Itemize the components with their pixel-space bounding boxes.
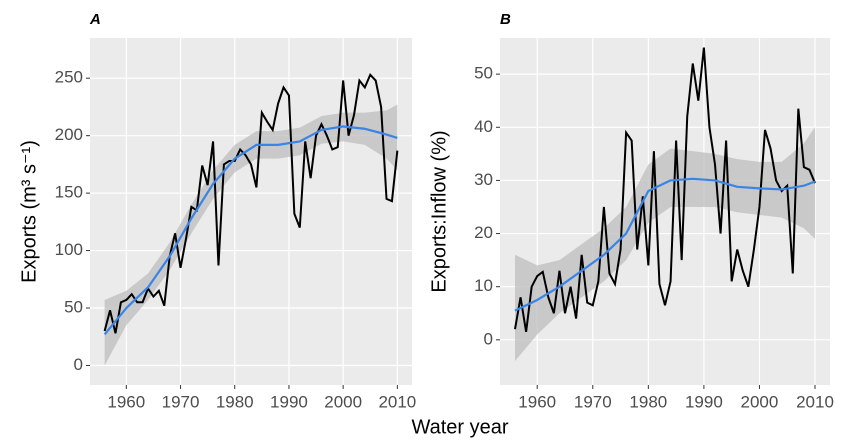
y-tick-label: 150	[55, 183, 83, 202]
x-tick-label: 1960	[518, 392, 556, 411]
y-tick-label: 100	[55, 240, 83, 259]
y-tick-label: 0	[74, 355, 83, 374]
x-tick-label: 1990	[685, 392, 723, 411]
x-tick-label: 2010	[796, 392, 834, 411]
x-axis-title: Water year	[411, 416, 508, 438]
plot-background	[90, 38, 412, 385]
x-tick-label: 1970	[162, 392, 200, 411]
y-tick-label: 50	[64, 298, 83, 317]
y-tick-label: 50	[474, 64, 493, 83]
y-tick-label: 20	[474, 223, 493, 242]
x-tick-label: 1980	[216, 392, 254, 411]
x-tick-label: 1970	[574, 392, 612, 411]
y-tick-label: 40	[474, 117, 493, 136]
x-tick-label: 1960	[107, 392, 145, 411]
y-axis-title: Exports:Inflow (%)	[428, 130, 450, 292]
smooth-line	[103, 125, 398, 336]
x-tick-label: 2000	[741, 392, 779, 411]
y-tick-label: 0	[484, 329, 493, 348]
x-tick-label: 2010	[378, 392, 416, 411]
data-line	[514, 47, 816, 333]
panel-title: B	[500, 11, 511, 28]
y-tick-label: 10	[474, 276, 493, 295]
x-tick-label: 1990	[270, 392, 308, 411]
panel-title: A	[89, 11, 101, 28]
confidence-band	[515, 127, 815, 362]
x-tick-label: 1980	[629, 392, 667, 411]
y-tick-label: 200	[55, 125, 83, 144]
y-tick-label: 30	[474, 170, 493, 189]
y-tick-label: 250	[55, 68, 83, 87]
smooth-line	[514, 177, 816, 312]
x-tick-label: 2000	[324, 392, 362, 411]
y-axis-title: Exports (m³ s⁻¹)	[18, 140, 40, 283]
data-line	[103, 72, 399, 334]
